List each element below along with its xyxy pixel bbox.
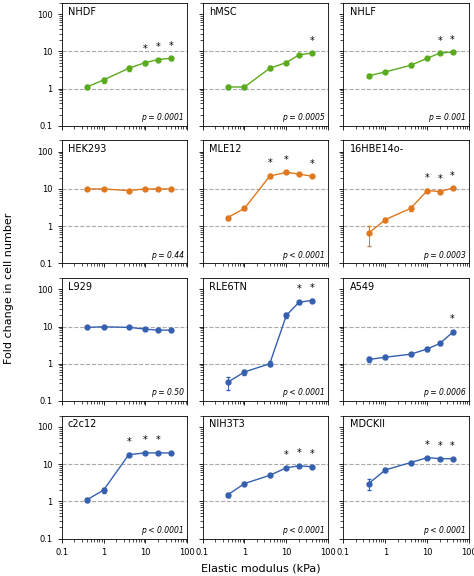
Text: *: * <box>438 441 442 451</box>
Text: p < 0.0001: p < 0.0001 <box>282 388 325 397</box>
Text: p = 0.50: p = 0.50 <box>151 388 183 397</box>
Text: *: * <box>309 158 314 169</box>
Text: *: * <box>425 173 430 183</box>
Text: p = 0.0006: p = 0.0006 <box>423 388 465 397</box>
Text: *: * <box>284 154 289 165</box>
Text: MDCKII: MDCKII <box>350 419 385 429</box>
Text: *: * <box>284 450 289 460</box>
Text: *: * <box>127 437 131 447</box>
Text: p = 0.0001: p = 0.0001 <box>141 113 183 122</box>
Text: L929: L929 <box>68 282 92 292</box>
Text: 16HBE14o-: 16HBE14o- <box>350 144 404 154</box>
Text: *: * <box>438 36 442 46</box>
Text: c2c12: c2c12 <box>68 419 97 429</box>
Text: Fold change in cell number: Fold change in cell number <box>4 213 15 363</box>
Text: p = 0.0005: p = 0.0005 <box>282 113 325 122</box>
Text: NHDF: NHDF <box>68 6 96 17</box>
Text: *: * <box>156 435 161 445</box>
Text: *: * <box>425 440 430 450</box>
Text: p < 0.0001: p < 0.0001 <box>282 526 325 535</box>
Text: p < 0.0001: p < 0.0001 <box>423 526 465 535</box>
Text: RLE6TN: RLE6TN <box>209 282 246 292</box>
Text: *: * <box>450 35 455 45</box>
Text: NHLF: NHLF <box>350 6 375 17</box>
Text: *: * <box>156 42 161 52</box>
Text: *: * <box>438 174 442 184</box>
Text: A549: A549 <box>350 282 375 292</box>
Text: *: * <box>143 435 148 445</box>
Text: *: * <box>309 449 314 459</box>
Text: *: * <box>297 448 301 458</box>
Text: p < 0.0001: p < 0.0001 <box>282 251 325 260</box>
Text: *: * <box>297 285 301 294</box>
Text: hMSC: hMSC <box>209 6 237 17</box>
Text: *: * <box>267 158 272 168</box>
Text: NIH3T3: NIH3T3 <box>209 419 245 429</box>
Text: *: * <box>450 441 455 451</box>
Text: *: * <box>309 36 314 46</box>
Text: p = 0.0003: p = 0.0003 <box>423 251 465 260</box>
Text: *: * <box>450 170 455 181</box>
Text: Elastic modulus (kPa): Elastic modulus (kPa) <box>201 563 320 573</box>
Text: *: * <box>143 44 148 54</box>
Text: *: * <box>309 283 314 293</box>
Text: p < 0.0001: p < 0.0001 <box>141 526 183 535</box>
Text: MLE12: MLE12 <box>209 144 241 154</box>
Text: HEK293: HEK293 <box>68 144 106 154</box>
Text: p = 0.001: p = 0.001 <box>428 113 465 122</box>
Text: *: * <box>168 40 173 51</box>
Text: p = 0.44: p = 0.44 <box>151 251 183 260</box>
Text: *: * <box>450 314 455 324</box>
